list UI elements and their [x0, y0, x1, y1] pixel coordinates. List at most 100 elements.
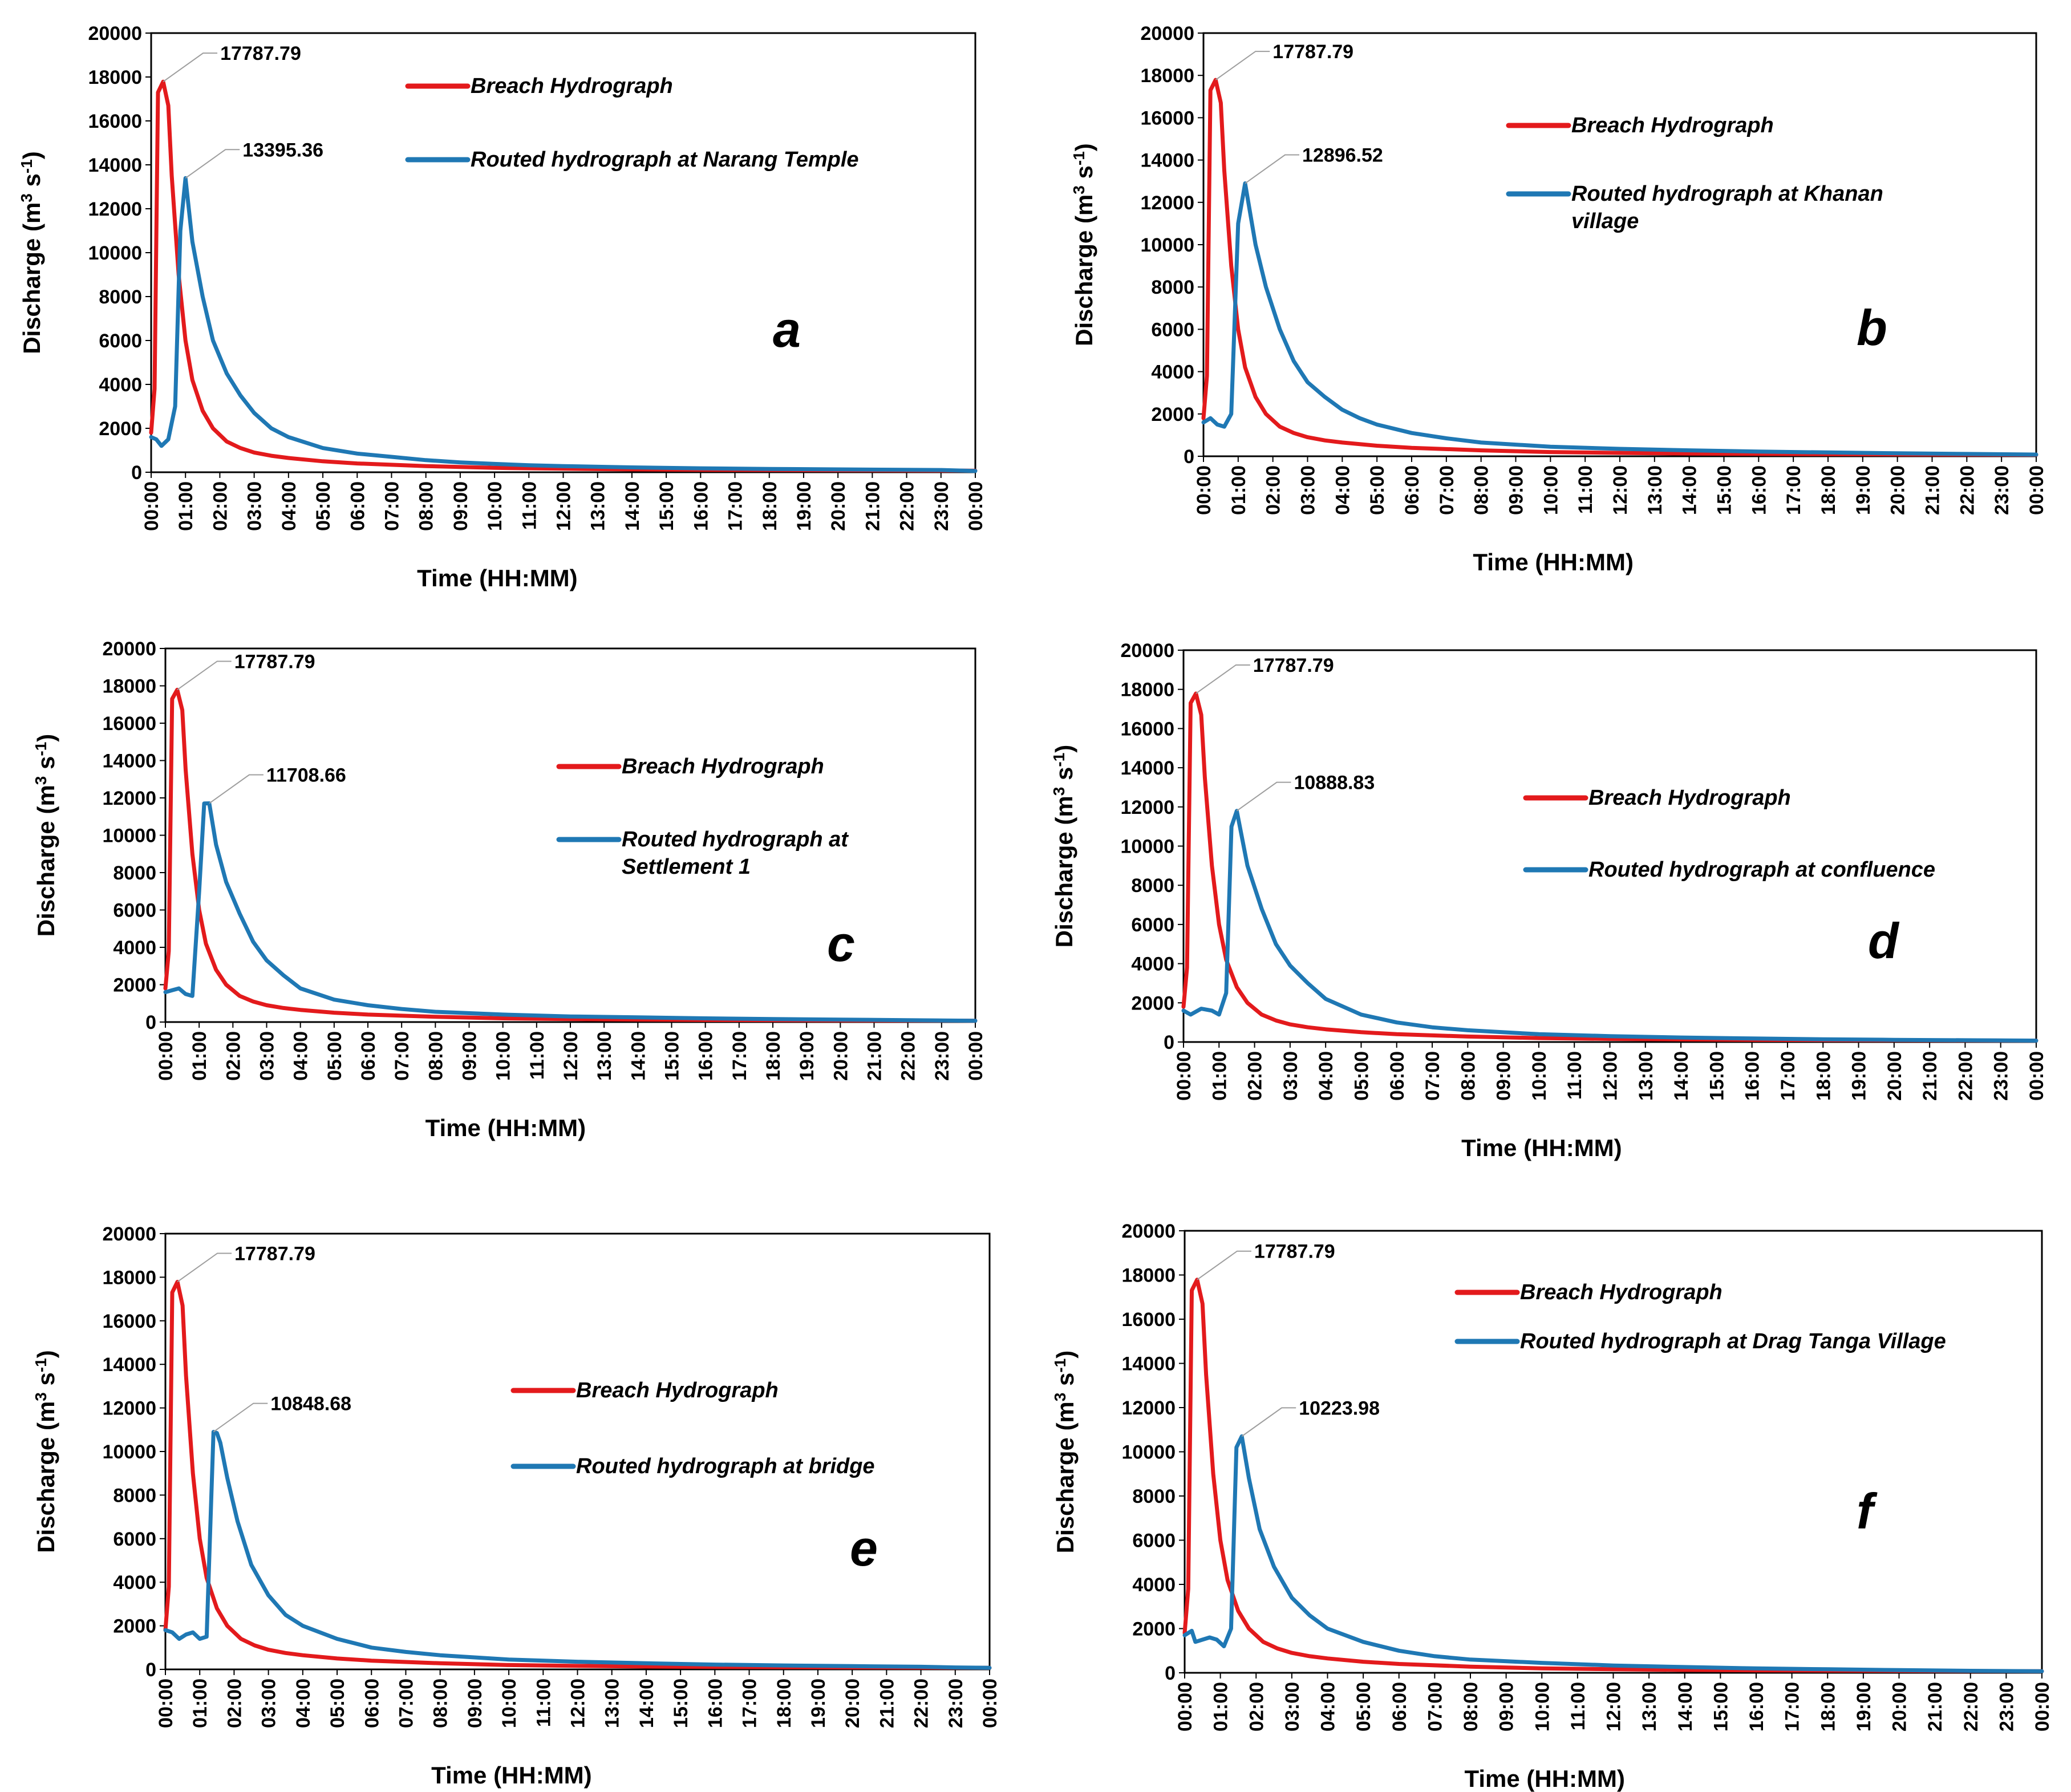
y-tick-label: 14000	[1140, 150, 1194, 172]
x-tick-label: 13:00	[1635, 1051, 1657, 1101]
x-tick-label: 16:00	[704, 1679, 726, 1728]
y-tick-label: 2000	[99, 418, 142, 440]
x-tick-label: 16:00	[695, 1031, 717, 1081]
x-tick-label: 16:00	[690, 481, 712, 531]
x-tick-label: 02:00	[209, 481, 231, 531]
peak-value-label: 17787.79	[234, 1243, 315, 1264]
x-tick-label: 05:00	[1351, 1051, 1372, 1101]
x-tick-label: 00:00	[155, 1031, 177, 1081]
y-tick-label: 16000	[102, 1311, 156, 1332]
y-tick-label: 2000	[113, 1616, 156, 1637]
peak-value-label: 10223.98	[1299, 1397, 1380, 1419]
routed-hydrograph-line	[163, 801, 978, 1023]
y-tick-label: 2000	[1151, 404, 1194, 425]
x-tick-label: 14:00	[1671, 1051, 1692, 1101]
x-tick-label: 10:00	[1529, 1051, 1550, 1101]
x-axis-label: Time (HH:MM)	[417, 565, 578, 591]
y-tick-label: 4000	[1132, 1574, 1176, 1596]
x-tick-label: 14:00	[622, 481, 643, 531]
x-tick-label: 14:00	[627, 1031, 649, 1081]
legend-entry: Routed hydrograph at Drag Tanga Village	[1520, 1329, 1946, 1353]
y-tick-label: 16000	[1140, 107, 1194, 129]
y-tick-label: 20000	[102, 638, 156, 660]
routed-hydrograph-line	[1201, 181, 2038, 457]
y-tick-label: 20000	[88, 23, 142, 44]
legend-entry: Routed hydrograph at Settlement 1	[622, 828, 849, 879]
peak-leader-line	[163, 52, 218, 82]
x-tick-label: 18:00	[759, 481, 781, 531]
peak-value-label: 17787.79	[234, 651, 315, 672]
chart-panel-d: 0 2000 4000 6000 8000 10000 12000 14000 16000 180…	[1050, 640, 2048, 1161]
x-tick-label: 18:00	[1817, 1682, 1839, 1732]
x-tick-label: 04:00	[278, 481, 300, 531]
y-tick-label: 16000	[1121, 1309, 1176, 1331]
y-tick-label: 10000	[88, 242, 142, 264]
x-tick-label: 01:00	[1210, 1682, 1232, 1732]
x-tick-label: 23:00	[945, 1679, 967, 1728]
routed-hydrograph-line	[1182, 1434, 2044, 1673]
peak-leader-line	[177, 1252, 232, 1283]
x-tick-label: 17:00	[739, 1679, 761, 1728]
x-tick-label: 13:00	[1644, 465, 1666, 515]
x-tick-label: 19:00	[796, 1031, 818, 1081]
x-tick-label: 03:00	[244, 481, 266, 531]
y-axis-label: Discharge (m3​ s-1​)	[1050, 745, 1077, 948]
x-tick-label: 03:00	[1298, 465, 1319, 515]
panel-letter: a	[773, 301, 801, 358]
x-tick-label: 13:00	[602, 1679, 623, 1728]
x-tick-label: 19:00	[808, 1679, 829, 1728]
x-tick-label: 02:00	[224, 1679, 245, 1728]
x-tick-label: 08:00	[430, 1679, 452, 1728]
x-tick-label: 11:00	[1564, 1051, 1586, 1100]
y-tick-label: 20000	[1140, 23, 1194, 44]
x-tick-label: 01:00	[1209, 1051, 1230, 1101]
peak-value-label: 10848.68	[270, 1393, 351, 1415]
peak-leader-line	[1245, 154, 1299, 184]
x-tick-label: 12:00	[568, 1679, 589, 1728]
y-tick-label: 18000	[88, 67, 142, 88]
x-tick-label: 10:00	[499, 1679, 520, 1728]
x-tick-label: 07:00	[395, 1679, 417, 1728]
x-tick-label: 06:00	[361, 1679, 383, 1728]
x-tick-label: 00:00	[1174, 1682, 1196, 1732]
y-tick-label: 12000	[102, 788, 156, 809]
y-tick-label: 6000	[99, 330, 142, 352]
x-tick-label: 02:00	[1246, 1682, 1267, 1732]
y-tick-label: 6000	[1151, 319, 1194, 340]
x-tick-label: 03:00	[258, 1679, 280, 1728]
x-tick-label: 08:00	[425, 1031, 447, 1081]
x-tick-label: 00:00	[965, 1031, 987, 1081]
legend-entry: Breach Hydrograph	[622, 755, 824, 779]
x-tick-label: 13:00	[594, 1031, 615, 1081]
x-tick-label: 06:00	[1387, 1051, 1408, 1101]
x-tick-label: 11:00	[1567, 1682, 1589, 1730]
y-tick-label: 0	[145, 1012, 156, 1033]
x-tick-label: 19:00	[793, 481, 815, 531]
y-tick-label: 4000	[99, 374, 142, 396]
y-tick-label: 14000	[102, 751, 156, 772]
x-tick-label: 05:00	[327, 1679, 348, 1728]
x-tick-label: 11:00	[526, 1031, 548, 1080]
peak-value-label: 11708.66	[266, 765, 346, 786]
x-tick-label: 15:00	[662, 1031, 683, 1081]
y-tick-label: 10000	[102, 825, 156, 847]
x-tick-label: 05:00	[324, 1031, 346, 1081]
x-tick-label: 23:00	[931, 481, 953, 531]
y-tick-label: 20000	[1120, 640, 1174, 662]
y-tick-label: 2000	[1132, 1619, 1176, 1640]
chart-panel-f: 0 2000 4000 6000 8000 10000 12000 14000 16000 180…	[1051, 1221, 2053, 1792]
y-tick-label: 12000	[102, 1398, 156, 1420]
legend-entry: Breach Hydrograph	[1588, 786, 1791, 810]
x-tick-label: 22:00	[1960, 1682, 1982, 1732]
x-tick-label: 19:00	[1853, 1682, 1875, 1732]
x-tick-label: 09:00	[1506, 465, 1527, 515]
y-tick-label: 14000	[88, 155, 142, 176]
y-tick-label: 10000	[1120, 836, 1174, 858]
x-tick-label: 07:00	[1422, 1051, 1444, 1101]
y-tick-label: 4000	[1131, 954, 1174, 975]
x-tick-label: 12:00	[553, 481, 575, 531]
x-tick-label: 05:00	[1367, 465, 1388, 515]
x-tick-label: 21:00	[862, 481, 883, 531]
x-tick-label: 04:00	[1332, 465, 1353, 515]
